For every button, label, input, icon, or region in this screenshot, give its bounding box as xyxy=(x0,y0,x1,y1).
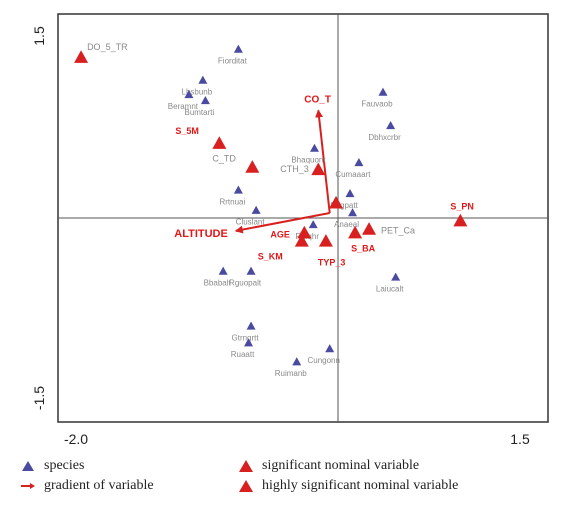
species-point xyxy=(244,338,254,347)
species-label: Laiucalt xyxy=(376,284,404,293)
y-tick-label-min: -1.5 xyxy=(31,386,47,410)
species-label: Rguopalt xyxy=(229,278,262,287)
nominal-variable-label: TYP_3 xyxy=(318,258,346,268)
species-label: Fauvaob xyxy=(361,99,393,108)
nominal-variable-label: DO_5_TR xyxy=(87,42,128,52)
species-label: Cumaaart xyxy=(335,170,371,179)
nominal-variable-label: S_KM xyxy=(258,252,283,262)
species-point xyxy=(292,357,302,366)
species-label: Ruaatt xyxy=(231,350,255,359)
species-point xyxy=(378,87,388,96)
species-label: Beramnt xyxy=(168,102,199,111)
species-point xyxy=(348,208,358,217)
species-point xyxy=(345,189,355,198)
nominal-variable-label: CTH_3 xyxy=(280,164,309,174)
legend-item-highly-significant: highly significant nominal variable xyxy=(238,478,458,494)
nominal-variable-point xyxy=(311,162,326,176)
nominal-variable-point xyxy=(245,160,260,173)
nominal-variable-label: AGE xyxy=(270,229,290,239)
nominal-variable-point xyxy=(453,213,468,227)
highly-significant-triangle-icon xyxy=(239,480,253,492)
nominal-variable-label: S_5M xyxy=(175,126,199,136)
species-label: Fiorditat xyxy=(218,57,248,66)
legend-item-significant: significant nominal variable xyxy=(238,458,419,474)
species-point xyxy=(354,158,364,167)
legend-gradient-label: gradient of variable xyxy=(44,478,154,493)
nominal-variable-point xyxy=(329,195,344,209)
nominal-variable-point xyxy=(318,234,333,247)
nominal-variable-label: PET_Ca xyxy=(381,226,415,236)
species-point xyxy=(251,205,261,214)
significant-triangle-icon xyxy=(239,460,253,472)
legend-highly-significant-label: highly significant nominal variable xyxy=(262,478,459,493)
gradient-label: CO_T xyxy=(304,94,331,105)
species-label: Lbsbunb xyxy=(182,88,213,97)
gradient-arrow-icon xyxy=(21,483,35,489)
gradient-label: ALTITUDE xyxy=(174,228,228,240)
species-label: Gtrngrtt xyxy=(232,333,260,342)
species-label: Dbhxcrbr xyxy=(368,133,401,142)
legend-significant-label: significant nominal variable xyxy=(262,458,420,473)
nominal-variable-label: S_BA xyxy=(351,243,376,253)
nominal-variable-label: C_TD xyxy=(212,154,236,164)
species-point xyxy=(200,95,210,105)
nominal-variable-point xyxy=(294,234,309,247)
species-label: Sngpatt xyxy=(330,201,358,210)
species-point xyxy=(391,272,401,281)
species-point xyxy=(184,90,194,99)
y-tick-label-max: 1.5 xyxy=(31,26,47,46)
species-label: Bumtarti xyxy=(184,108,214,117)
species-label: Ruimanb xyxy=(275,369,308,378)
legend-item-species: species xyxy=(20,458,84,474)
species-point xyxy=(325,344,335,353)
species-label: Cluslant xyxy=(236,218,266,227)
nominal-variable-point xyxy=(297,225,312,239)
gradient-arrow xyxy=(234,212,330,234)
x-tick-label-max: 1.5 xyxy=(510,431,530,447)
nominal-variable-point xyxy=(212,136,227,149)
x-tick-label-min: -2.0 xyxy=(64,431,88,447)
nominal-variable-label: S_PN xyxy=(450,201,474,211)
gradient-arrow xyxy=(315,109,331,214)
species-label: Bbabalt xyxy=(204,278,232,287)
species-point xyxy=(198,75,208,84)
nominal-variable-point xyxy=(348,225,363,239)
species-triangle-icon xyxy=(22,461,34,471)
legend-item-gradient: gradient of variable xyxy=(20,478,154,494)
legend-species-label: species xyxy=(44,458,85,473)
species-point xyxy=(309,143,319,152)
species-label: Anaeal xyxy=(334,220,359,229)
species-point xyxy=(233,44,243,53)
chart-marks: CO_T ALTITUDE Fiorditat Lbsbunb BeramntBumta… xyxy=(74,42,474,378)
species-point xyxy=(233,185,243,194)
species-point xyxy=(246,266,256,275)
species-label: Cungonn xyxy=(307,356,339,365)
species-point xyxy=(218,266,228,275)
species-label: Bhaquont xyxy=(291,156,326,165)
species-point xyxy=(246,321,256,330)
species-point xyxy=(386,121,396,130)
species-point xyxy=(308,220,318,229)
nominal-variable-point xyxy=(74,50,89,63)
species-label: Rrtnuai xyxy=(219,197,245,206)
nominal-variable-point xyxy=(362,222,377,235)
